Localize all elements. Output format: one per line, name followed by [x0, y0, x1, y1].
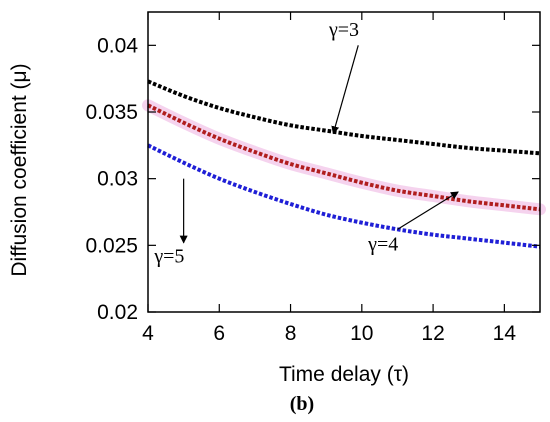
annotation-layer: γ=3 γ=4 γ=5 — [153, 19, 459, 268]
x-tick-label: 6 — [213, 322, 225, 345]
panel-label: (b) — [290, 393, 314, 415]
y-axis-title: Diffusion coefficient (μ) — [8, 63, 31, 276]
annotation-label: γ=4 — [367, 234, 398, 256]
series-line-1 — [147, 79, 541, 156]
x-tick-label: 8 — [285, 322, 297, 345]
plot-frame — [147, 11, 541, 313]
series-line-2 — [147, 103, 541, 212]
y-tick-label: 0.04 — [97, 34, 138, 57]
annotation-label: γ=5 — [153, 246, 184, 268]
annotation-arrow — [331, 45, 359, 135]
series-layer — [142, 79, 546, 249]
y-tick-label: 0.035 — [85, 101, 138, 124]
series-highlight — [142, 99, 546, 216]
y-tick-label: 0.03 — [97, 168, 138, 191]
tick-layer: 4 6 8 10 12 14 0.02 0.025 0.03 0.035 0.04 — [85, 12, 540, 345]
x-tick-label: 14 — [493, 322, 517, 345]
annotation-label: γ=3 — [328, 19, 359, 41]
series-line-3 — [147, 143, 541, 249]
x-axis-title: Time delay (τ) — [279, 363, 409, 386]
x-tick-label: 4 — [142, 322, 154, 345]
x-tick-label: 10 — [350, 322, 373, 345]
y-tick-label: 0.02 — [97, 301, 138, 324]
y-tick-label: 0.025 — [85, 234, 138, 257]
annotation-arrow — [397, 191, 459, 230]
x-tick-label: 12 — [421, 322, 444, 345]
